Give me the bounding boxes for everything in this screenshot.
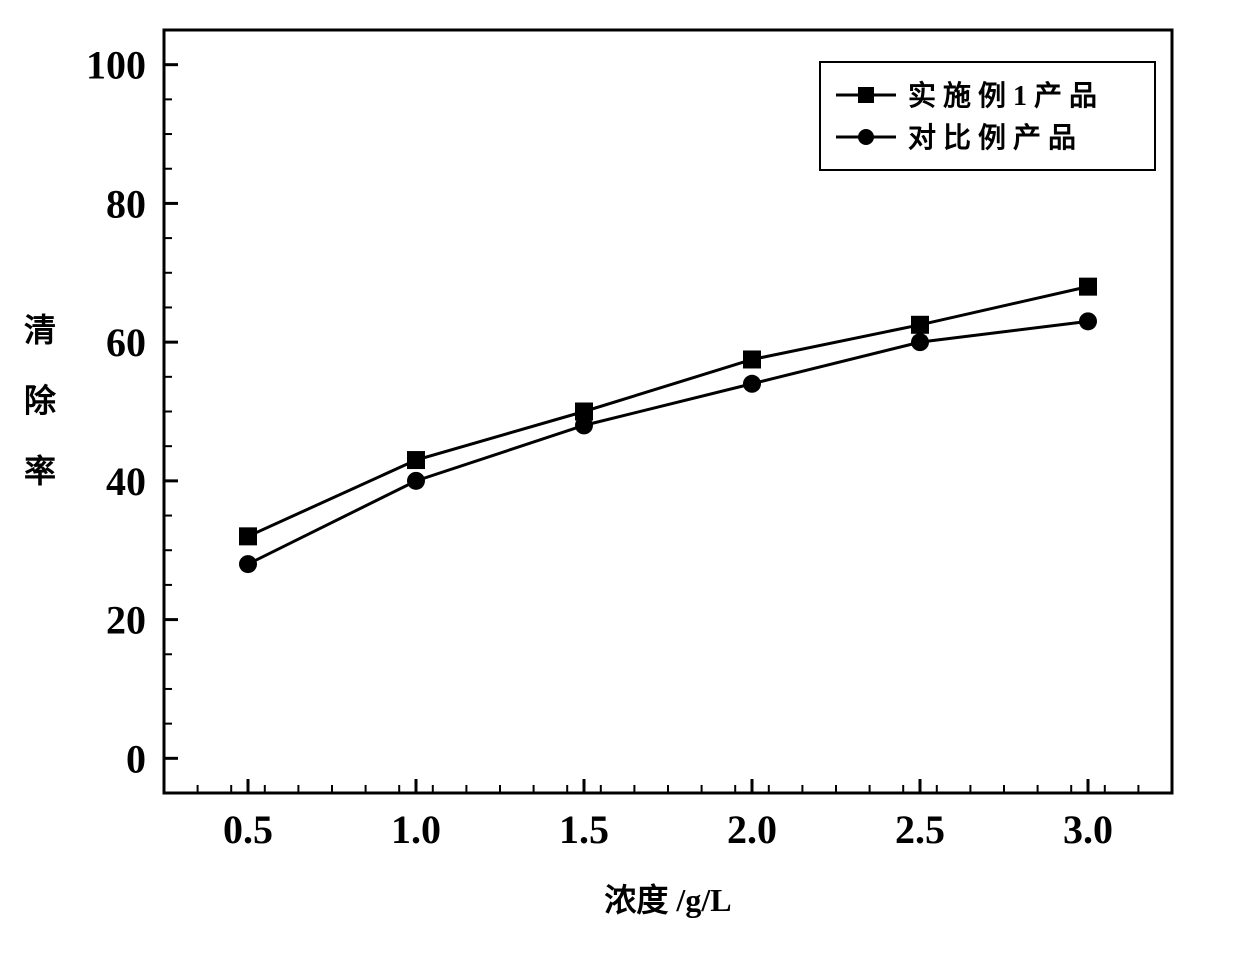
y-axis-title-char: 率 xyxy=(24,453,56,489)
series-marker-example1 xyxy=(911,316,929,334)
y-tick-label: 20 xyxy=(106,598,146,643)
x-tick-label: 2.0 xyxy=(727,807,777,852)
x-tick-label: 3.0 xyxy=(1063,807,1113,852)
legend-label-example1: 实 施 例 1 产 品 xyxy=(908,79,1097,112)
legend-marker-control xyxy=(858,129,874,145)
series-marker-control xyxy=(743,375,761,393)
series-marker-control xyxy=(1079,312,1097,330)
x-tick-label: 1.5 xyxy=(559,807,609,852)
x-tick-label: 1.0 xyxy=(391,807,441,852)
legend-marker-example1 xyxy=(858,87,874,103)
y-tick-label: 60 xyxy=(106,320,146,365)
legend-label-control: 对 比 例 产 品 xyxy=(908,122,1076,154)
series-marker-example1 xyxy=(1079,278,1097,296)
y-tick-label: 100 xyxy=(86,43,146,88)
y-tick-label: 0 xyxy=(126,736,146,781)
series-marker-example1 xyxy=(239,527,257,545)
y-tick-label: 40 xyxy=(106,459,146,504)
x-axis-title: 浓度 /g/L xyxy=(604,882,731,918)
y-tick-label: 80 xyxy=(106,181,146,226)
y-axis-title-char: 除 xyxy=(24,383,57,419)
x-tick-label: 0.5 xyxy=(223,807,273,852)
series-marker-control xyxy=(239,555,257,573)
x-tick-label: 2.5 xyxy=(895,807,945,852)
series-marker-control xyxy=(407,472,425,490)
series-marker-example1 xyxy=(407,451,425,469)
series-marker-control xyxy=(575,416,593,434)
line-chart: 0.5 1.0 1.5 2.0 2.5 3.0 0 20 40 60 80 100 浓度 /g/L 清除率… xyxy=(0,0,1240,975)
chart-container: 0.5 1.0 1.5 2.0 2.5 3.0 0 20 40 60 80 100 浓度 /g/L 清除率… xyxy=(0,0,1240,975)
series-marker-example1 xyxy=(743,350,761,368)
series-marker-control xyxy=(911,333,929,351)
y-axis-title-char: 清 xyxy=(24,312,56,348)
